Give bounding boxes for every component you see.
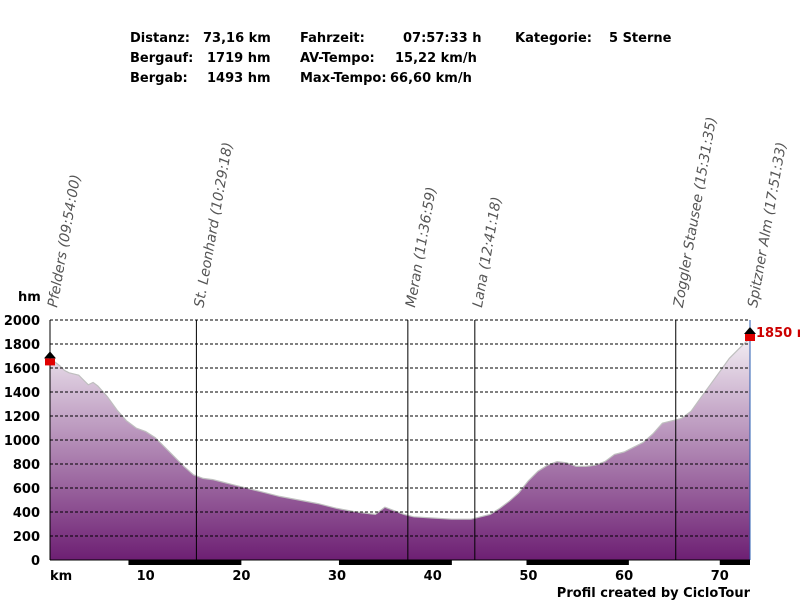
y-tick-label: 1200: [4, 410, 40, 425]
distance-label: Distanz:: [130, 31, 190, 46]
x-tick-label: 50: [519, 569, 537, 584]
ascent-value: 1719 hm: [207, 51, 271, 66]
x-tick-label: 20: [232, 569, 250, 584]
descent-value: 1493 hm: [207, 71, 271, 86]
time-label: Fahrzeit:: [300, 31, 365, 46]
y-tick-label: 400: [13, 506, 40, 521]
y-tick-label: 1400: [4, 386, 40, 401]
time-value: 07:57:33 h: [403, 31, 482, 46]
x-axis-label: km: [50, 569, 72, 584]
y-tick-label: 0: [31, 554, 40, 569]
start-marker-box: [45, 358, 55, 366]
x-axis-band-1: [338, 560, 452, 565]
max-speed-value: 66,60 km/h: [390, 71, 472, 86]
end-marker-box: [745, 334, 755, 341]
waypoint-label: Spitzner Alm (17:51:33): [745, 141, 790, 309]
x-axis-band-0: [128, 560, 242, 565]
y-axis-label: hm: [18, 290, 41, 305]
y-tick-label: 800: [13, 458, 40, 473]
category-value: 5 Sterne: [609, 31, 672, 46]
x-tick-label: 70: [711, 569, 729, 584]
y-tick-label: 1000: [4, 434, 40, 449]
x-axis-band-3: [719, 560, 750, 565]
start-marker-triangle: [44, 351, 56, 359]
y-tick-label: 2000: [4, 314, 40, 329]
waypoint-label: Zoggler Stausee (15:31:35): [671, 116, 720, 310]
waypoint-label: St. Leonhard (10:29:18): [192, 141, 237, 309]
footer-credit: Profil created by CicloTour: [557, 586, 751, 600]
y-tick-label: 600: [13, 482, 40, 497]
y-tick-label: 200: [13, 530, 40, 545]
elevation-area: [50, 338, 750, 560]
x-tick-label: 60: [615, 569, 633, 584]
end-marker-triangle: [744, 327, 756, 334]
tour-statistics: Distanz: 73,16 km Bergauf: 1719 hm Berga…: [0, 0, 800, 100]
x-tick-label: 40: [424, 569, 442, 584]
avg-speed-value: 15,22 km/h: [395, 51, 477, 66]
descent-label: Bergab:: [130, 71, 188, 86]
ascent-label: Bergauf:: [130, 51, 194, 66]
x-tick-label: 30: [328, 569, 346, 584]
category-label: Kategorie:: [515, 31, 592, 46]
elevation-outline: [49, 337, 751, 520]
y-tick-label: 1800: [4, 338, 40, 353]
waypoint-label: Meran (11:36:59): [403, 186, 440, 309]
avg-speed-label: AV-Tempo:: [300, 51, 375, 66]
x-tick-label: 10: [137, 569, 155, 584]
end-value-label: 1850 m: [756, 326, 800, 341]
waypoint-label: Pfelders (09:54:00): [45, 173, 84, 308]
waypoint-label: Lana (12:41:18): [470, 196, 505, 309]
distance-value: 73,16 km: [203, 31, 271, 46]
y-tick-label: 1600: [4, 362, 40, 377]
x-axis-band-2: [526, 560, 629, 565]
max-speed-label: Max-Tempo:: [300, 71, 387, 86]
